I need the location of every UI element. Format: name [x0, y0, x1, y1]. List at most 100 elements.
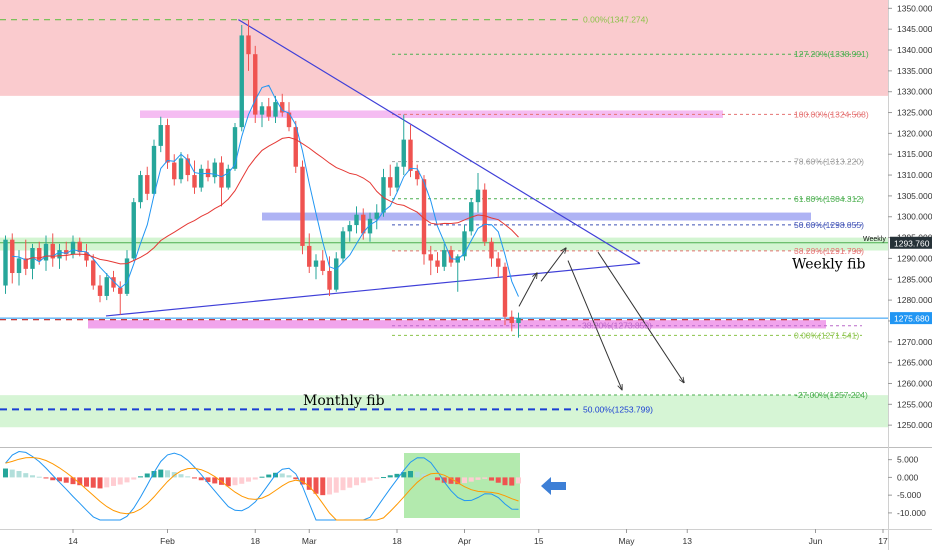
- candle-body-29: [199, 168, 204, 188]
- macd-bar-44: [300, 477, 305, 485]
- macd-bar-34: [232, 477, 238, 486]
- price-tag-bg-0: [890, 236, 932, 249]
- candle-body-34: [232, 127, 238, 169]
- macd-bar-52: [354, 477, 359, 486]
- candle-body-4: [30, 248, 35, 269]
- candle-body-46: [313, 260, 319, 267]
- time-tick-label-4: 18: [392, 536, 402, 546]
- macd-bar-23: [158, 469, 164, 478]
- candle-body-32: [219, 162, 224, 188]
- price-tick-label-5: 1325.000: [897, 108, 932, 118]
- candle-body-54: [367, 218, 373, 234]
- macd-bar-68: [462, 477, 467, 484]
- candle-body-35: [239, 35, 244, 128]
- macd-bar-2: [16, 471, 22, 478]
- macd-bar-20: [138, 476, 143, 478]
- macd-bar-57: [387, 475, 393, 478]
- fib-label-8: 0.00%(1271.541): [794, 330, 859, 340]
- macd-bar-72: [489, 477, 494, 481]
- candle-body-28: [192, 175, 197, 188]
- candle-body-15: [104, 277, 109, 296]
- fib-label-3: 78.60%(1313.220): [794, 157, 864, 167]
- moving-average-1: [25, 136, 519, 265]
- signal-line: [5, 456, 519, 521]
- time-tick-label-1: Feb: [160, 536, 175, 546]
- candle-body-18: [124, 258, 130, 294]
- monthly-fib-annotation: Monthly fib: [303, 393, 385, 409]
- macd-bar-50: [340, 477, 346, 491]
- candle-body-38: [259, 106, 265, 115]
- macd-bar-55: [374, 477, 380, 479]
- candle-body-58: [394, 166, 400, 188]
- time-tick-label-6: 15: [534, 536, 544, 546]
- macd-bar-26: [178, 474, 184, 478]
- candle-body-50: [340, 231, 346, 259]
- macd-bar-0: [3, 468, 8, 478]
- candle-body-61: [415, 170, 420, 180]
- macd-bar-60: [408, 471, 413, 478]
- macd-bar-11: [77, 477, 83, 486]
- macd-bar-21: [144, 473, 150, 478]
- time-tick-label-7: May: [618, 536, 635, 546]
- macd-bar-24: [165, 470, 170, 478]
- candle-body-47: [320, 260, 325, 271]
- macd-bar-69: [468, 477, 474, 482]
- macd-bar-33: [225, 477, 231, 487]
- time-tick-label-9: Jun: [809, 536, 823, 546]
- macd-bar-13: [90, 477, 96, 488]
- price-tick-label-3: 1335.000: [897, 66, 932, 76]
- macd-bar-41: [279, 473, 285, 478]
- resistance-band: [140, 110, 723, 118]
- macd-bar-4: [30, 475, 35, 478]
- fib-label-0: 0.00%(1347.274): [583, 15, 648, 25]
- time-tick-label-5: Apr: [458, 536, 471, 546]
- fib-label-6: 38.20%(1291.798): [794, 246, 864, 256]
- macd-bar-63: [428, 476, 434, 478]
- candle-body-27: [185, 158, 190, 176]
- candle-body-17: [118, 287, 123, 294]
- time-tick-label-2: 18: [251, 536, 261, 546]
- candle-body-37: [253, 54, 258, 115]
- candle-body-42: [286, 112, 292, 128]
- price-tick-label-10: 1300.000: [897, 212, 932, 222]
- macd-bar-19: [131, 477, 137, 480]
- candle-body-14: [97, 285, 103, 296]
- candle-body-57: [388, 177, 393, 188]
- macd-bar-14: [97, 477, 103, 489]
- left-arrow-icon: [541, 477, 566, 495]
- macd-bar-51: [347, 477, 353, 488]
- price-tick-label-14: 1280.000: [897, 295, 932, 305]
- fib-label-2: 100.00%(1324.568): [794, 109, 869, 119]
- candle-body-33: [226, 168, 231, 188]
- macd-bar-46: [313, 477, 319, 494]
- arrow-up-2: [540, 248, 566, 282]
- candle-body-9: [64, 250, 69, 255]
- candle-body-41: [280, 102, 285, 113]
- price-tick-label-0: 1350.000: [897, 3, 932, 13]
- macd-bar-75: [509, 477, 515, 486]
- macd-bar-38: [259, 476, 265, 478]
- price-tag-prefix-0: Weekly: [863, 236, 886, 243]
- candle-body-65: [442, 250, 447, 267]
- candle-body-72: [489, 241, 494, 259]
- macd-bar-37: [252, 477, 258, 480]
- macd-bar-53: [360, 477, 366, 483]
- candle-body-44: [300, 166, 305, 246]
- candle-body-68: [462, 231, 467, 257]
- macd-line: [5, 450, 519, 521]
- price-tick-label-4: 1330.000: [897, 87, 932, 97]
- macd-bar-64: [435, 477, 440, 481]
- candle-body-22: [151, 145, 157, 194]
- macd-bar-27: [185, 476, 191, 478]
- candle-body-20: [138, 175, 143, 203]
- macd-bar-65: [441, 477, 447, 483]
- macd-bar-54: [367, 477, 373, 481]
- candle-body-76: [516, 318, 521, 324]
- macd-bar-18: [124, 477, 130, 483]
- candle-body-21: [145, 175, 150, 194]
- macd-bar-28: [192, 477, 197, 479]
- macd-bar-6: [43, 477, 49, 479]
- macd-bar-22: [151, 471, 157, 478]
